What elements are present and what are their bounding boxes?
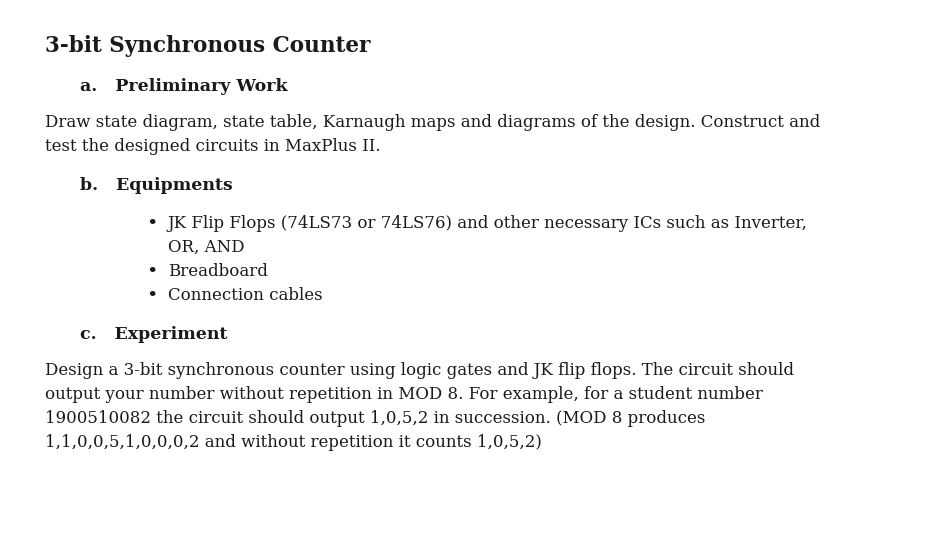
Text: 1,1,0,0,5,1,0,0,0,2 and without repetition it counts 1,0,5,2): 1,1,0,0,5,1,0,0,0,2 and without repetiti…: [45, 434, 542, 451]
Text: •: •: [146, 215, 157, 233]
Text: b.   Equipments: b. Equipments: [80, 177, 233, 194]
Text: •: •: [146, 263, 157, 281]
Text: •: •: [146, 287, 157, 305]
Text: 3-bit Synchronous Counter: 3-bit Synchronous Counter: [45, 35, 370, 57]
Text: a.   Preliminary Work: a. Preliminary Work: [80, 78, 287, 94]
Text: 1900510082 the circuit should output 1,0,5,2 in succession. (MOD 8 produces: 1900510082 the circuit should output 1,0…: [45, 410, 706, 427]
Text: JK Flip Flops (74LS73 or 74LS76) and other necessary ICs such as Inverter,: JK Flip Flops (74LS73 or 74LS76) and oth…: [168, 215, 807, 232]
Text: output your number without repetition in MOD 8. For example, for a student numbe: output your number without repetition in…: [45, 386, 763, 403]
Text: c.   Experiment: c. Experiment: [80, 326, 228, 343]
Text: Breadboard: Breadboard: [168, 263, 268, 280]
Text: Draw state diagram, state table, Karnaugh maps and diagrams of the design. Const: Draw state diagram, state table, Karnaug…: [45, 114, 820, 130]
Text: Design a 3-bit synchronous counter using logic gates and JK flip flops. The circ: Design a 3-bit synchronous counter using…: [45, 362, 794, 379]
Text: test the designed circuits in MaxPlus II.: test the designed circuits in MaxPlus II…: [45, 138, 381, 155]
Text: Connection cables: Connection cables: [168, 287, 322, 304]
Text: OR, AND: OR, AND: [168, 239, 244, 256]
